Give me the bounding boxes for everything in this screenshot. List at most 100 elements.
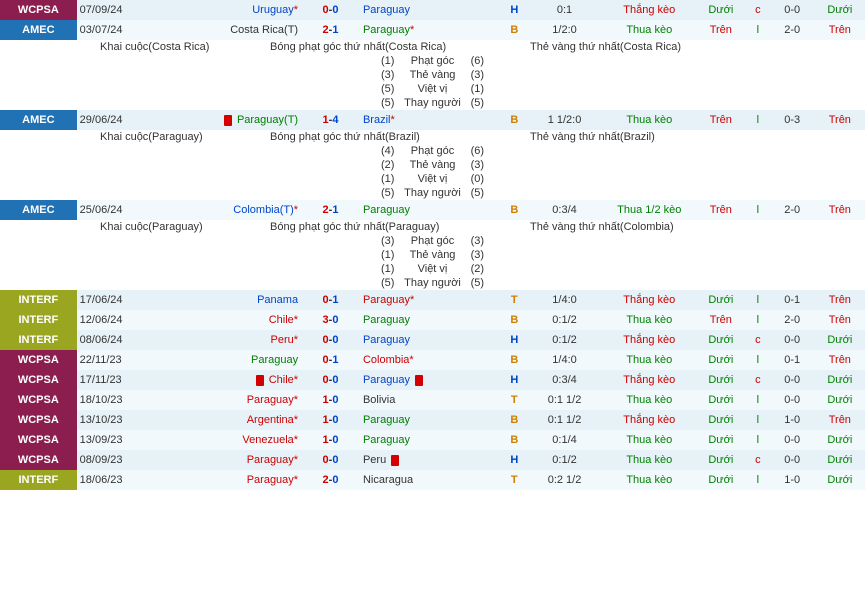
fulltime-score[interactable]: 1-4 <box>304 110 357 130</box>
fulltime-score[interactable]: 0-0 <box>304 370 357 390</box>
handicap-result: Thua kèo <box>603 110 696 130</box>
match-date: 17/06/24 <box>77 290 159 310</box>
away-team[interactable]: Peru <box>357 450 502 470</box>
match-row[interactable]: AMEC25/06/24Colombia(T)*2-1ParaguayB0:3/… <box>0 200 865 220</box>
match-detail-stat: (1) Thẻ vàng (3) <box>0 248 865 262</box>
fulltime-score[interactable]: 0-1 <box>304 290 357 310</box>
wl-marker: l <box>746 470 770 490</box>
match-row[interactable]: WCPSA07/09/24Uruguay*0-0ParaguayH0:1Thắn… <box>0 0 865 20</box>
fulltime-score[interactable]: 0-0 <box>304 330 357 350</box>
fulltime-score[interactable]: 2-0 <box>304 470 357 490</box>
match-date: 18/10/23 <box>77 390 159 410</box>
league-tag[interactable]: INTERF <box>0 290 77 310</box>
wl-marker: c <box>746 0 770 20</box>
away-team[interactable]: Paraguay <box>357 330 502 350</box>
fulltime-score[interactable]: 0-0 <box>304 0 357 20</box>
match-row[interactable]: INTERF18/06/23Paraguay*2-0NicaraguaT0:2 … <box>0 470 865 490</box>
league-tag[interactable]: INTERF <box>0 330 77 350</box>
league-tag[interactable]: AMEC <box>0 200 77 220</box>
league-tag[interactable]: WCPSA <box>0 390 77 410</box>
fulltime-score[interactable]: 1-0 <box>304 390 357 410</box>
away-team[interactable]: Bolivia <box>357 390 502 410</box>
match-detail-stat: (3) Phạt góc (3) <box>0 234 865 248</box>
away-team[interactable]: Paraguay <box>357 310 502 330</box>
league-tag[interactable]: AMEC <box>0 20 77 40</box>
match-row[interactable]: INTERF08/06/24Peru*0-0ParaguayH0:1/2Thắn… <box>0 330 865 350</box>
home-team[interactable]: Venezuela* <box>159 430 304 450</box>
ht-ou-result: Dưới <box>815 430 865 450</box>
red-card-icon <box>415 375 423 386</box>
away-team[interactable]: Paraguay* <box>357 20 502 40</box>
home-team[interactable]: Chile* <box>159 310 304 330</box>
league-tag[interactable]: INTERF <box>0 470 77 490</box>
league-tag[interactable]: WCPSA <box>0 410 77 430</box>
home-team[interactable]: Chile* <box>159 370 304 390</box>
match-row[interactable]: AMEC03/07/24Costa Rica(T)2-1Paraguay*B1/… <box>0 20 865 40</box>
ht-ou-result: Trên <box>815 110 865 130</box>
away-team[interactable]: Paraguay <box>357 410 502 430</box>
handicap-result: Thua kèo <box>603 310 696 330</box>
away-team[interactable]: Paraguay* <box>357 290 502 310</box>
match-row[interactable]: WCPSA17/11/23 Chile*0-0Paraguay H0:3/4Th… <box>0 370 865 390</box>
league-tag[interactable]: WCPSA <box>0 0 77 20</box>
handicap-result: Thua kèo <box>603 20 696 40</box>
halftime-score: 0-3 <box>770 110 815 130</box>
wl-marker: l <box>746 290 770 310</box>
home-team[interactable]: Costa Rica(T) <box>159 20 304 40</box>
match-date: 07/09/24 <box>77 0 159 20</box>
wl-marker: l <box>746 390 770 410</box>
match-history-table: WCPSA07/09/24Uruguay*0-0ParaguayH0:1Thắn… <box>0 0 865 490</box>
fulltime-score[interactable]: 0-0 <box>304 450 357 470</box>
match-row[interactable]: WCPSA13/09/23Venezuela*1-0ParaguayB0:1/4… <box>0 430 865 450</box>
away-team[interactable]: Paraguay <box>357 370 502 390</box>
venue-marker: B <box>502 20 526 40</box>
match-date: 29/06/24 <box>77 110 159 130</box>
fulltime-score[interactable]: 2-1 <box>304 200 357 220</box>
fulltime-score[interactable]: 3-0 <box>304 310 357 330</box>
home-team[interactable]: Paraguay <box>159 350 304 370</box>
handicap: 1/4:0 <box>526 290 603 310</box>
home-team[interactable]: Paraguay* <box>159 390 304 410</box>
match-row[interactable]: INTERF17/06/24Panama0-1Paraguay*T1/4:0Th… <box>0 290 865 310</box>
venue-marker: B <box>502 410 526 430</box>
home-team[interactable]: Paraguay(T) <box>159 110 304 130</box>
match-row[interactable]: WCPSA22/11/23Paraguay0-1Colombia*B1/4:0T… <box>0 350 865 370</box>
away-team[interactable]: Paraguay <box>357 0 502 20</box>
match-row[interactable]: WCPSA13/10/23Argentina*1-0ParaguayB0:1 1… <box>0 410 865 430</box>
league-tag[interactable]: WCPSA <box>0 450 77 470</box>
fulltime-score[interactable]: 0-1 <box>304 350 357 370</box>
match-detail-stat: (3) Thẻ vàng (3) <box>0 68 865 82</box>
league-tag[interactable]: WCPSA <box>0 350 77 370</box>
match-detail-stat: (1) Việt vị (2) <box>0 262 865 276</box>
away-team[interactable]: Brazil* <box>357 110 502 130</box>
match-row[interactable]: AMEC29/06/24 Paraguay(T)1-4Brazil*B1 1/2… <box>0 110 865 130</box>
home-team[interactable]: Panama <box>159 290 304 310</box>
league-tag[interactable]: AMEC <box>0 110 77 130</box>
fulltime-score[interactable]: 2-1 <box>304 20 357 40</box>
match-row[interactable]: INTERF12/06/24Chile*3-0ParaguayB0:1/2Thu… <box>0 310 865 330</box>
ht-ou-result: Trên <box>815 20 865 40</box>
match-row[interactable]: WCPSA08/09/23Paraguay*0-0Peru H0:1/2Thua… <box>0 450 865 470</box>
home-team[interactable]: Colombia(T)* <box>159 200 304 220</box>
home-team[interactable]: Paraguay* <box>159 450 304 470</box>
home-team[interactable]: Argentina* <box>159 410 304 430</box>
match-row[interactable]: WCPSA18/10/23Paraguay*1-0BoliviaT0:1 1/2… <box>0 390 865 410</box>
away-team[interactable]: Paraguay <box>357 200 502 220</box>
league-tag[interactable]: WCPSA <box>0 430 77 450</box>
fulltime-score[interactable]: 1-0 <box>304 410 357 430</box>
league-tag[interactable]: WCPSA <box>0 370 77 390</box>
home-team[interactable]: Peru* <box>159 330 304 350</box>
wl-marker: l <box>746 200 770 220</box>
fulltime-score[interactable]: 1-0 <box>304 430 357 450</box>
away-team[interactable]: Nicaragua <box>357 470 502 490</box>
halftime-score: 0-1 <box>770 350 815 370</box>
handicap: 0:1/4 <box>526 430 603 450</box>
away-team[interactable]: Colombia* <box>357 350 502 370</box>
match-date: 03/07/24 <box>77 20 159 40</box>
away-team[interactable]: Paraguay <box>357 430 502 450</box>
home-team[interactable]: Uruguay* <box>159 0 304 20</box>
match-date: 22/11/23 <box>77 350 159 370</box>
wl-marker: l <box>746 20 770 40</box>
home-team[interactable]: Paraguay* <box>159 470 304 490</box>
league-tag[interactable]: INTERF <box>0 310 77 330</box>
